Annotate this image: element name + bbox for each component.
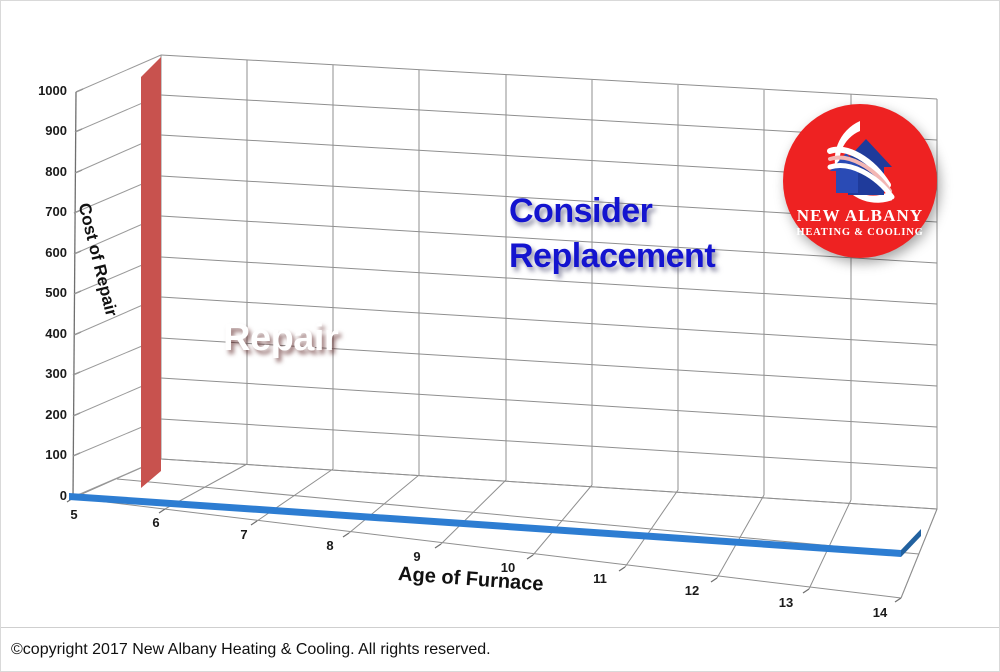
repair-area-left-cap bbox=[141, 57, 161, 488]
y-tick-1000: 1000 bbox=[38, 83, 67, 98]
copyright-text: ©copyright 2017 New Albany Heating & Coo… bbox=[11, 640, 491, 658]
new-albany-logo: NEW ALBANY HEATING & COOLING bbox=[783, 104, 937, 258]
y-tick-400: 400 bbox=[45, 326, 67, 341]
consider-replacement-label: Consider Replacement bbox=[509, 189, 716, 279]
repair-region-label: Repair bbox=[223, 317, 339, 359]
x-tick-9: 9 bbox=[413, 549, 421, 564]
floor-front-edge bbox=[900, 508, 938, 599]
logo-swoosh-icon bbox=[827, 146, 895, 200]
x-tick-6: 6 bbox=[152, 515, 160, 530]
x-tick-7: 7 bbox=[240, 527, 248, 542]
y-tick-100: 100 bbox=[45, 447, 67, 462]
area-chart-3d bbox=[66, 54, 938, 603]
x-tick-11: 11 bbox=[593, 571, 607, 586]
chart-stage: 1000 900 800 700 600 500 400 300 200 100… bbox=[1, 1, 999, 629]
x-tick-5: 5 bbox=[70, 507, 78, 522]
consider-line-2: Replacement bbox=[509, 236, 716, 275]
x-tick-13: 13 bbox=[778, 595, 794, 610]
repair-area-right-cap bbox=[851, 475, 871, 536]
y-tick-900: 900 bbox=[45, 123, 67, 138]
y-tick-300: 300 bbox=[45, 366, 67, 381]
y-tick-800: 800 bbox=[45, 164, 67, 179]
repair-area-front-fill bbox=[141, 77, 851, 536]
copyright-bar: ©copyright 2017 New Albany Heating & Coo… bbox=[1, 627, 999, 671]
x-tick-12: 12 bbox=[684, 583, 700, 598]
logo-ring-gap bbox=[892, 131, 902, 201]
logo-name-bottom: HEATING & COOLING bbox=[796, 227, 923, 238]
repair-area-series bbox=[141, 57, 871, 536]
y-tick-600: 600 bbox=[45, 245, 67, 260]
consider-line-1: Consider bbox=[509, 192, 653, 230]
y-tick-200: 200 bbox=[45, 407, 67, 422]
x-tick-14: 14 bbox=[872, 605, 888, 620]
y-tick-700: 700 bbox=[45, 204, 67, 219]
logo-name-top: NEW ALBANY bbox=[797, 206, 923, 225]
x-tick-8: 8 bbox=[326, 538, 334, 553]
y-tick-500: 500 bbox=[45, 285, 67, 300]
x-tick-10: 10 bbox=[500, 560, 516, 575]
y-tick-0: 0 bbox=[59, 488, 67, 503]
